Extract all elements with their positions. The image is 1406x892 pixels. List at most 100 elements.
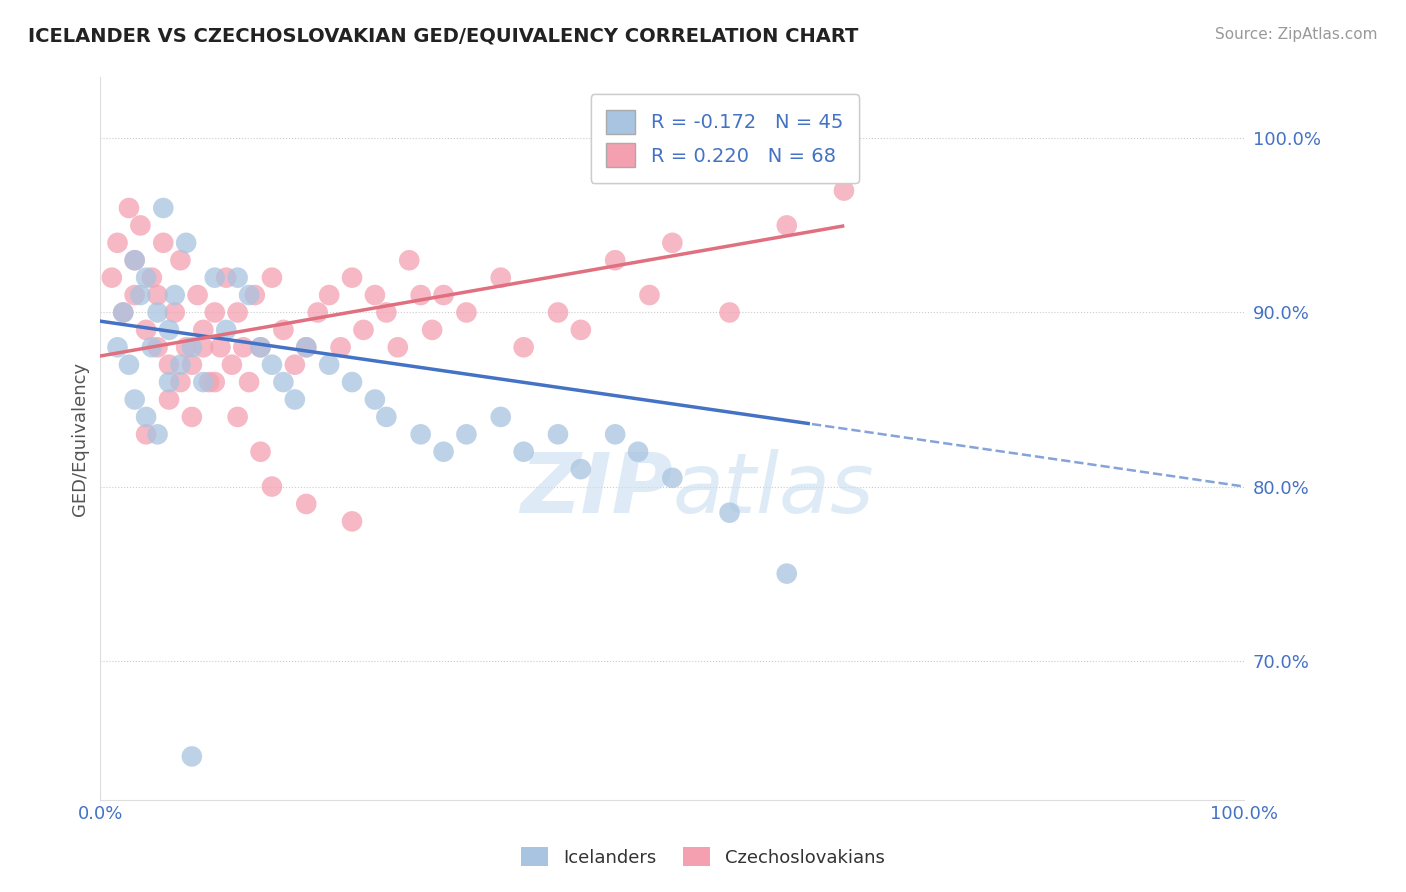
Point <box>221 358 243 372</box>
Point <box>456 427 478 442</box>
Point <box>661 471 683 485</box>
Point <box>152 201 174 215</box>
Point <box>157 392 180 407</box>
Point <box>226 270 249 285</box>
Point <box>329 340 352 354</box>
Point <box>512 444 534 458</box>
Point <box>193 375 215 389</box>
Point <box>456 305 478 319</box>
Point <box>249 444 271 458</box>
Point <box>124 253 146 268</box>
Point <box>284 392 307 407</box>
Point <box>107 340 129 354</box>
Point <box>318 288 340 302</box>
Point <box>141 270 163 285</box>
Point <box>375 409 398 424</box>
Point <box>135 323 157 337</box>
Text: Source: ZipAtlas.com: Source: ZipAtlas.com <box>1215 27 1378 42</box>
Point <box>157 375 180 389</box>
Point <box>375 305 398 319</box>
Point <box>124 392 146 407</box>
Point <box>284 358 307 372</box>
Point <box>215 323 238 337</box>
Point <box>364 288 387 302</box>
Point <box>135 270 157 285</box>
Point <box>295 340 318 354</box>
Point <box>409 427 432 442</box>
Point <box>101 270 124 285</box>
Point <box>169 375 191 389</box>
Point <box>318 358 340 372</box>
Point <box>398 253 420 268</box>
Y-axis label: GED/Equivalency: GED/Equivalency <box>72 361 89 516</box>
Point <box>661 235 683 250</box>
Point <box>124 288 146 302</box>
Legend: R = -0.172   N = 45, R = 0.220   N = 68: R = -0.172 N = 45, R = 0.220 N = 68 <box>591 95 859 183</box>
Point <box>776 566 799 581</box>
Point <box>776 219 799 233</box>
Point <box>273 323 295 337</box>
Point <box>193 323 215 337</box>
Point <box>204 305 226 319</box>
Point <box>180 749 202 764</box>
Point <box>141 340 163 354</box>
Point <box>152 235 174 250</box>
Point <box>340 515 363 529</box>
Point <box>718 305 741 319</box>
Point <box>340 270 363 285</box>
Point <box>260 270 283 285</box>
Point <box>112 305 135 319</box>
Point <box>112 305 135 319</box>
Point <box>638 288 661 302</box>
Point <box>432 444 454 458</box>
Point <box>174 340 197 354</box>
Point <box>273 375 295 389</box>
Point <box>307 305 329 319</box>
Point <box>489 270 512 285</box>
Point <box>198 375 221 389</box>
Point <box>204 270 226 285</box>
Point <box>169 358 191 372</box>
Text: atlas: atlas <box>672 449 875 530</box>
Point <box>260 479 283 493</box>
Point <box>512 340 534 354</box>
Point <box>180 409 202 424</box>
Point <box>243 288 266 302</box>
Point <box>180 340 202 354</box>
Point <box>226 409 249 424</box>
Point <box>146 340 169 354</box>
Point <box>107 235 129 250</box>
Point <box>204 375 226 389</box>
Point <box>129 219 152 233</box>
Point <box>627 444 650 458</box>
Point <box>387 340 409 354</box>
Point <box>157 323 180 337</box>
Point <box>260 358 283 372</box>
Point <box>180 358 202 372</box>
Point <box>209 340 232 354</box>
Point <box>163 288 186 302</box>
Point <box>146 288 169 302</box>
Text: ZIP: ZIP <box>520 449 672 530</box>
Point <box>187 288 209 302</box>
Point <box>249 340 271 354</box>
Point <box>799 140 821 154</box>
Point <box>215 270 238 285</box>
Point <box>353 323 375 337</box>
Point <box>146 305 169 319</box>
Point <box>569 462 592 476</box>
Point <box>295 497 318 511</box>
Point <box>432 288 454 302</box>
Point <box>605 253 627 268</box>
Point <box>135 409 157 424</box>
Point <box>238 288 260 302</box>
Point <box>547 427 569 442</box>
Point <box>146 427 169 442</box>
Point <box>489 409 512 424</box>
Point <box>193 340 215 354</box>
Point <box>118 201 141 215</box>
Point <box>718 506 741 520</box>
Point <box>124 253 146 268</box>
Point <box>157 358 180 372</box>
Point <box>295 340 318 354</box>
